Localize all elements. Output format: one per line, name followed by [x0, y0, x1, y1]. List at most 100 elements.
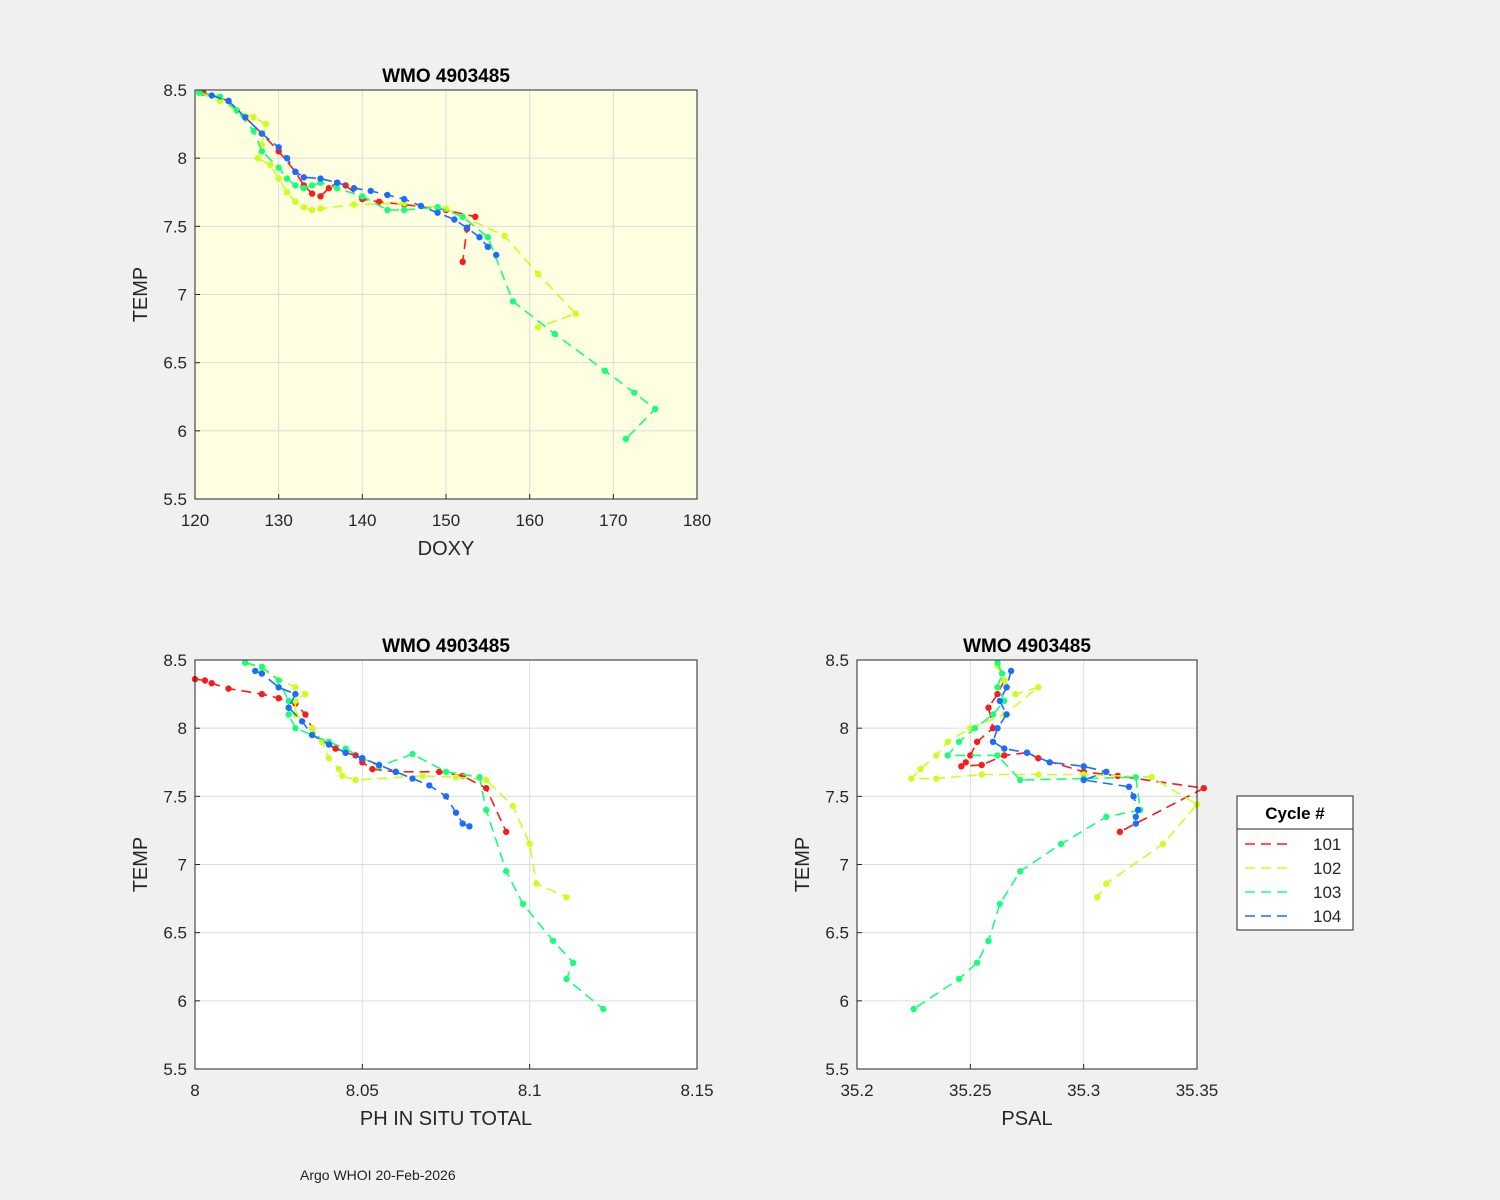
data-point — [1080, 776, 1087, 784]
data-point — [332, 745, 339, 752]
data-point — [369, 765, 376, 773]
y-tick-label: 7.5 — [825, 787, 849, 806]
x-tick-label: 35.2 — [840, 1081, 873, 1100]
data-point — [996, 900, 1003, 908]
series-104 — [252, 667, 473, 830]
data-point — [1017, 776, 1024, 784]
data-point — [1116, 828, 1124, 835]
series-line — [194, 678, 507, 833]
x-tick-label: 8.05 — [346, 1081, 379, 1100]
data-point — [1012, 690, 1019, 698]
data-point — [317, 205, 324, 212]
data-point — [300, 185, 307, 192]
legend-entry-102: 102 — [1245, 859, 1341, 878]
data-point — [275, 175, 282, 182]
data-point — [375, 198, 383, 205]
data-point — [436, 768, 443, 775]
x-tick-label: 35.25 — [949, 1081, 992, 1100]
data-point — [275, 684, 282, 691]
data-point — [292, 690, 299, 698]
data-point — [275, 695, 282, 702]
data-point — [501, 232, 508, 240]
data-point — [472, 213, 479, 220]
data-point — [434, 209, 441, 216]
data-point — [292, 198, 299, 205]
data-point — [1200, 785, 1208, 792]
series-line — [992, 670, 1139, 824]
data-point — [1148, 774, 1155, 781]
data-point — [350, 185, 358, 192]
y-tick-label: 6.5 — [163, 354, 187, 373]
y-tick-label: 7 — [178, 856, 187, 875]
y-axis-label: TEMP — [792, 837, 814, 893]
data-point — [1134, 806, 1142, 814]
data-point — [258, 690, 266, 698]
data-point — [1001, 697, 1008, 705]
y-tick-label: 5.5 — [825, 1060, 849, 1079]
data-point — [285, 697, 292, 705]
data-point — [252, 667, 259, 675]
x-tick-label: 8.15 — [680, 1081, 713, 1100]
y-tick-label: 8 — [178, 719, 187, 738]
x-axis-label: PH IN SITU TOTAL — [360, 1108, 532, 1130]
data-point — [533, 880, 540, 887]
data-point — [551, 330, 558, 338]
data-point — [484, 234, 491, 241]
data-point — [283, 189, 291, 196]
data-point — [1023, 749, 1031, 756]
data-point — [292, 697, 299, 705]
y-tick-label: 8 — [178, 149, 187, 168]
data-point — [994, 752, 1001, 759]
y-axis-label: TEMP — [130, 267, 152, 323]
data-point — [401, 206, 408, 214]
legend-box — [1236, 795, 1354, 931]
data-point — [292, 182, 299, 189]
data-point — [563, 894, 570, 901]
data-point — [1017, 868, 1024, 875]
data-point — [442, 793, 450, 800]
data-point — [955, 975, 963, 983]
data-point — [1132, 774, 1140, 781]
data-point — [1103, 768, 1110, 775]
data-point — [962, 759, 969, 766]
data-point — [503, 828, 510, 835]
data-point — [225, 685, 232, 692]
data-point — [601, 367, 609, 374]
y-tick-label: 8.5 — [163, 81, 187, 100]
data-point — [631, 389, 638, 396]
legend-entry-103: 103 — [1245, 883, 1341, 902]
y-tick-label: 7.5 — [163, 787, 187, 806]
data-point — [267, 161, 274, 169]
legend: Cycle # 101 102 103 104 — [1236, 795, 1354, 931]
data-point — [442, 768, 450, 775]
legend-entry-104: 104 — [1245, 907, 1341, 926]
data-point — [917, 765, 924, 773]
data-point — [196, 89, 203, 96]
data-point — [392, 768, 399, 775]
data-point — [434, 204, 441, 211]
y-tick-label: 6 — [178, 992, 187, 1011]
data-point — [275, 677, 282, 684]
data-point — [242, 659, 249, 666]
data-point — [258, 148, 266, 155]
data-point — [451, 216, 458, 223]
data-point — [989, 738, 997, 745]
data-point — [476, 234, 483, 241]
y-tick-label: 7 — [178, 286, 187, 305]
data-point — [994, 684, 1001, 691]
data-point — [459, 820, 466, 827]
data-point — [509, 802, 517, 810]
data-point — [384, 191, 391, 199]
data-point — [384, 206, 391, 214]
data-point — [1132, 813, 1140, 820]
data-point — [570, 959, 577, 966]
data-point — [459, 258, 466, 265]
data-point — [350, 201, 358, 208]
data-point — [600, 1005, 607, 1013]
data-point — [989, 711, 997, 718]
y-tick-label: 7 — [840, 856, 849, 875]
data-point — [300, 174, 307, 181]
data-point — [419, 772, 426, 780]
data-point — [250, 127, 257, 135]
data-point — [325, 741, 333, 748]
